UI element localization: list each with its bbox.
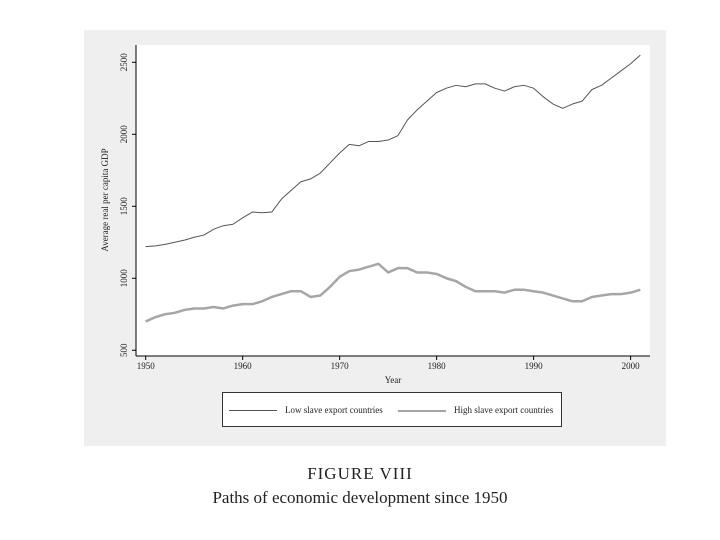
series-line — [145, 54, 641, 248]
legend-swatch — [398, 409, 446, 412]
y-tick-label: 2000 — [119, 125, 129, 144]
y-tick-label: 500 — [119, 343, 129, 357]
y-axis-label: Average real per capita GDP — [100, 148, 110, 251]
legend-item: High slave export countries — [392, 405, 561, 415]
legend-swatch — [229, 409, 277, 411]
y-tick-label: 2500 — [119, 53, 129, 72]
legend-item: Low slave export countries — [223, 405, 392, 415]
x-tick-label: 1980 — [428, 361, 447, 371]
x-tick-label: 1990 — [525, 361, 544, 371]
legend-label: High slave export countries — [454, 404, 554, 415]
x-tick-label: 1970 — [331, 361, 350, 371]
figure-subtitle: Paths of economic development since 1950 — [212, 488, 508, 507]
y-tick-label: 1500 — [119, 197, 129, 216]
legend: Low slave export countries High slave exp… — [222, 392, 562, 427]
x-axis-label: Year — [385, 375, 402, 385]
series-line — [145, 262, 641, 323]
figure-title: FIGURE VIII — [307, 464, 413, 483]
x-tick-label: 2000 — [622, 361, 641, 371]
x-tick-label: 1950 — [137, 361, 156, 371]
legend-label: Low slave export countries — [285, 404, 383, 415]
x-tick-label: 1960 — [234, 361, 253, 371]
plot-area — [136, 45, 650, 356]
y-tick-label: 1000 — [119, 269, 129, 288]
